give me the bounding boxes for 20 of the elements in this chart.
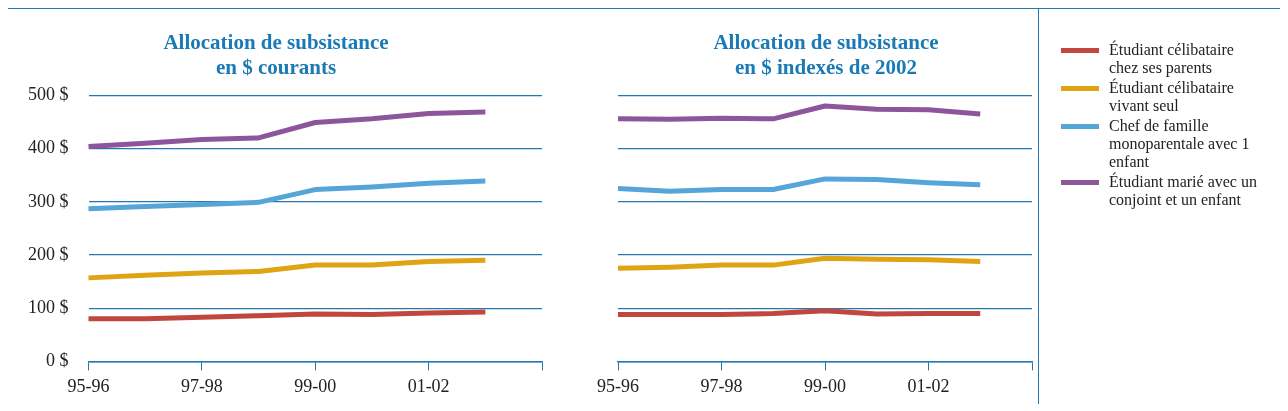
x-tick-label: 95-96 [67, 375, 110, 396]
chart-title: Allocation de subsistance en $ indexés de 2002 [713, 30, 939, 80]
x-tick-label: 99-00 [804, 375, 846, 396]
y-tick-label: 300 $ [28, 190, 69, 211]
legend-label: Étudiant célibataire chez ses parents [1109, 41, 1235, 77]
y-tick-label: 100 $ [28, 296, 69, 317]
y-tick-label: 500 $ [28, 84, 69, 105]
x-tick-label: 97-98 [700, 375, 743, 396]
x-tick-label: 99-00 [294, 375, 337, 396]
y-tick-label: 0 $ [46, 350, 69, 371]
legend-label: Étudiant célibataire vivant seul [1109, 79, 1235, 115]
legend-label: Chef de famille monoparentale avec 1 enfant [1109, 117, 1251, 171]
chart-title: Allocation de subsistance en $ courants [163, 30, 389, 80]
x-tick-label: 01-02 [407, 375, 450, 396]
legend-label: Étudiant marié avec un conjoint et un enfant [1109, 173, 1258, 209]
y-tick-label: 400 $ [28, 137, 69, 158]
x-tick-label: 97-98 [180, 375, 223, 396]
x-tick-label: 01-02 [907, 375, 950, 396]
y-tick-label: 200 $ [28, 243, 69, 264]
x-tick-label: 95-96 [597, 375, 639, 396]
